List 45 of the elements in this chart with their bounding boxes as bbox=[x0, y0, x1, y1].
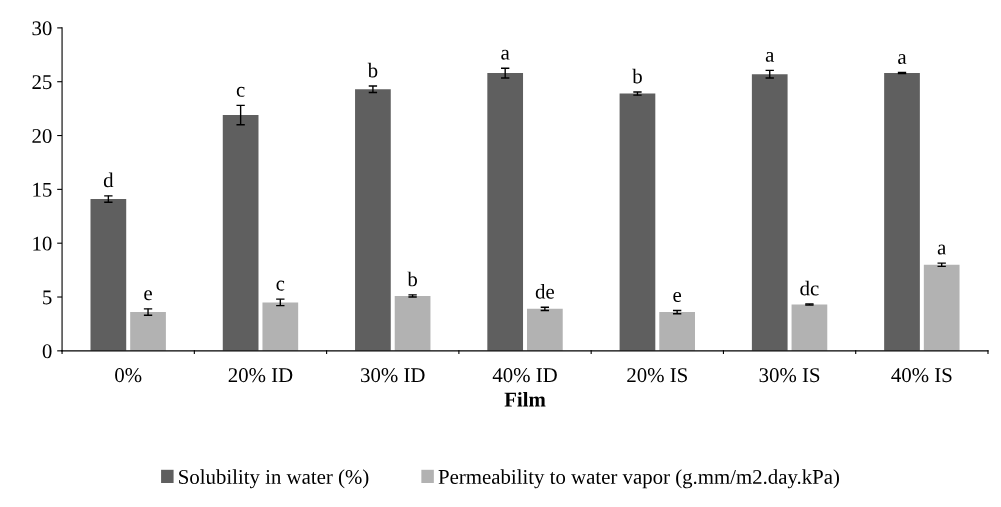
y-tick-label: 25 bbox=[32, 75, 52, 90]
x-tick-label: 40% IS bbox=[891, 368, 952, 383]
x-tick-label: 0% bbox=[115, 368, 142, 383]
data-label: a bbox=[765, 51, 775, 62]
bar bbox=[751, 74, 788, 351]
data-label: c bbox=[236, 86, 245, 97]
bar bbox=[130, 312, 166, 351]
y-tick-label: 5 bbox=[43, 290, 52, 305]
data-label: b bbox=[367, 62, 378, 78]
data-label: b bbox=[632, 68, 642, 84]
y-tick-label: 10 bbox=[33, 236, 52, 251]
bar bbox=[659, 312, 695, 351]
data-label: b bbox=[407, 271, 417, 287]
bar bbox=[527, 308, 563, 351]
bar bbox=[355, 89, 391, 351]
data-label: d bbox=[103, 172, 114, 188]
bar bbox=[394, 295, 431, 351]
x-tick-label: 20% ID bbox=[228, 368, 293, 383]
data-label: dc bbox=[800, 280, 819, 296]
bar bbox=[262, 302, 299, 351]
x-tick-label: 30% IS bbox=[759, 368, 820, 383]
legend-label: Permeability to water vapor (g.mm/m2.day.kPa) bbox=[438, 469, 839, 489]
x-tick-label: 20% IS bbox=[627, 368, 687, 383]
legend-label: Solubility in water (%) bbox=[179, 469, 369, 489]
data-label: e bbox=[144, 290, 152, 301]
x-axis-title: Film bbox=[504, 391, 546, 407]
x-tick-label: 30% ID bbox=[361, 368, 425, 383]
data-label: a bbox=[501, 49, 510, 60]
bar bbox=[923, 264, 960, 351]
data-label: a bbox=[898, 54, 907, 65]
data-label: e bbox=[673, 291, 682, 302]
y-tick-label: 30 bbox=[32, 21, 52, 36]
data-label: c bbox=[276, 280, 285, 291]
data-label: a bbox=[937, 244, 947, 255]
x-tick-label: 40% ID bbox=[492, 368, 557, 383]
bar bbox=[619, 93, 656, 351]
bar bbox=[487, 73, 524, 351]
bar bbox=[791, 304, 828, 351]
y-tick-label: 0 bbox=[42, 344, 52, 359]
bar bbox=[90, 199, 127, 351]
y-tick-label: 15 bbox=[33, 182, 52, 197]
bar bbox=[222, 115, 259, 351]
y-tick-label: 20 bbox=[32, 128, 52, 143]
bar bbox=[884, 73, 920, 351]
data-label: de bbox=[535, 284, 554, 299]
